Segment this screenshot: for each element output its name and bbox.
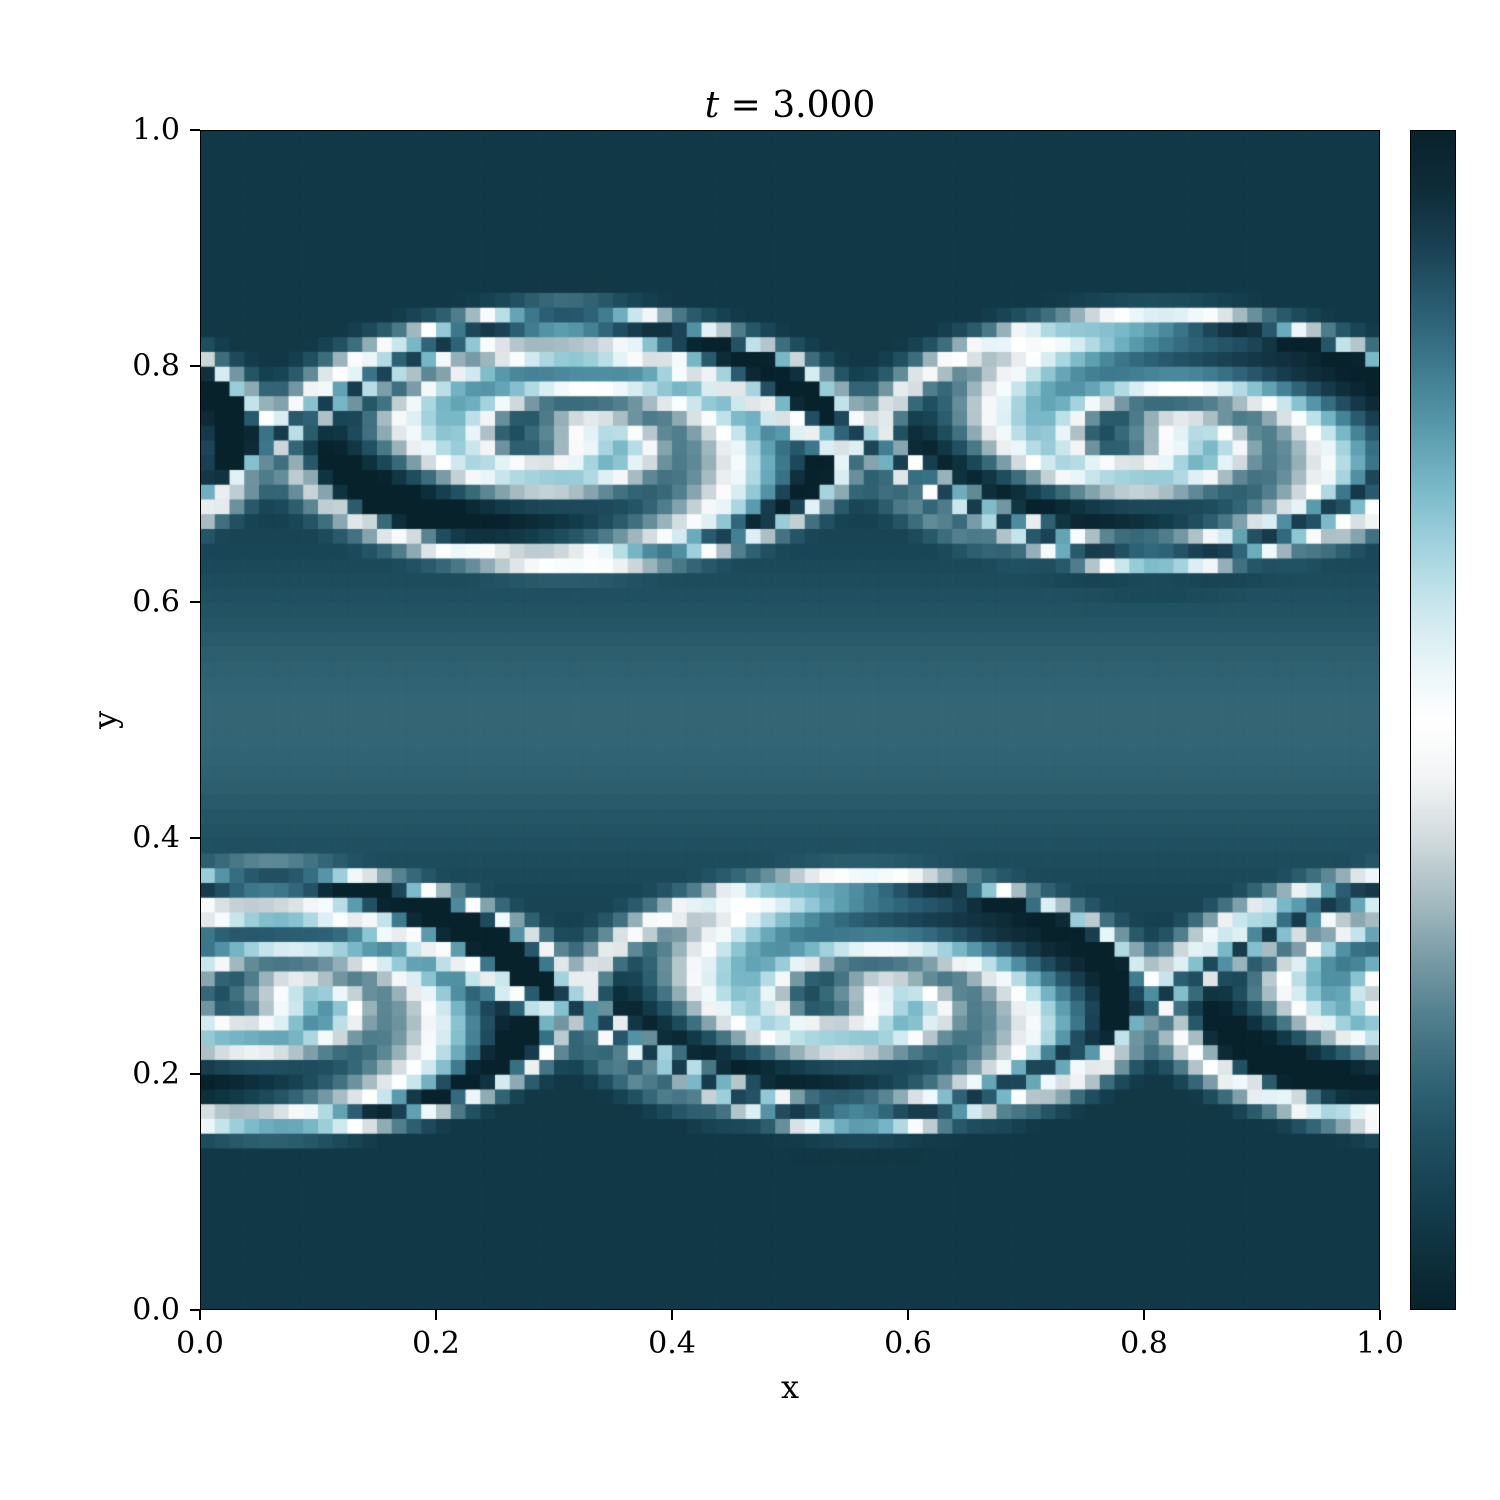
x-tick — [1143, 1310, 1145, 1320]
x-tick-label: 0.6 — [884, 1326, 932, 1361]
y-tick-label: 0.2 — [132, 1057, 180, 1092]
x-tick-label: 0.2 — [412, 1326, 460, 1361]
y-tick — [190, 129, 200, 131]
y-tick-label: 0.8 — [132, 349, 180, 384]
y-tick-label: 1.0 — [132, 113, 180, 148]
y-tick-label: 0.0 — [132, 1293, 180, 1328]
y-tick-label: 0.4 — [132, 821, 180, 856]
x-axis-label: x — [781, 1368, 799, 1406]
x-tick-label: 0.4 — [648, 1326, 696, 1361]
x-tick — [199, 1310, 201, 1320]
x-tick — [435, 1310, 437, 1320]
colorbar-frame — [1410, 130, 1456, 1310]
y-tick — [190, 601, 200, 603]
y-tick — [190, 1073, 200, 1075]
plot-title: t = 3.000 — [705, 85, 876, 126]
y-tick — [190, 365, 200, 367]
x-tick-label: 1.0 — [1356, 1326, 1404, 1361]
x-tick-label: 0.8 — [1120, 1326, 1168, 1361]
y-axis-label: y — [86, 711, 124, 729]
x-tick — [671, 1310, 673, 1320]
y-tick — [190, 1309, 200, 1311]
y-tick-label: 0.6 — [132, 585, 180, 620]
x-tick — [907, 1310, 909, 1320]
y-tick — [190, 837, 200, 839]
x-tick — [1379, 1310, 1381, 1320]
plot-frame — [200, 130, 1380, 1310]
x-tick-label: 0.0 — [176, 1326, 224, 1361]
